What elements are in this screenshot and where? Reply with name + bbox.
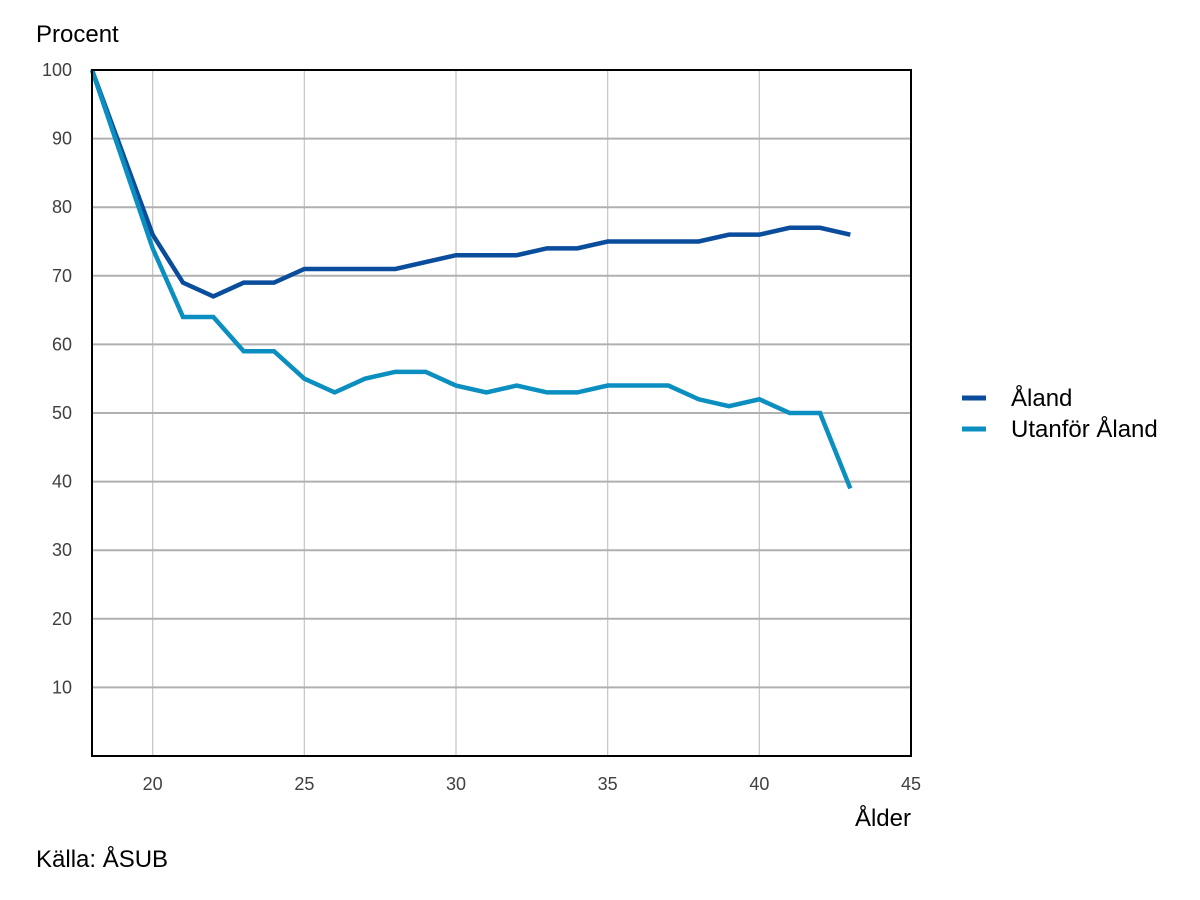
y-tick-label-60: 60 (52, 334, 72, 354)
y-axis-tick-labels: 10 20 30 40 50 60 70 80 90 100 (42, 60, 72, 697)
y-tick-label-90: 90 (52, 129, 72, 149)
y-tick-label-30: 30 (52, 540, 72, 560)
legend: Åland Utanför Åland (962, 384, 1158, 443)
y-tick-label-20: 20 (52, 609, 72, 629)
y-tick-label-100: 100 (42, 60, 72, 80)
x-axis-tick-labels: 20 25 30 35 40 45 (143, 774, 921, 794)
x-tick-label-35: 35 (598, 774, 618, 794)
source-note: Källa: ÅSUB (36, 846, 169, 873)
legend-label-aland: Åland (1011, 384, 1072, 412)
y-tick-label-40: 40 (52, 472, 72, 492)
series-line-utanfor-aland (89, 69, 853, 490)
x-tick-label-25: 25 (294, 774, 314, 794)
x-tick-label-30: 30 (446, 774, 466, 794)
y-tick-label-10: 10 (52, 677, 72, 697)
x-tick-label-40: 40 (749, 774, 769, 794)
plot-area-border (91, 69, 912, 757)
x-axis-title: Ålder (855, 804, 911, 832)
y-axis-title: Procent (36, 21, 119, 48)
y-tick-label-80: 80 (52, 197, 72, 217)
y-tick-label-50: 50 (52, 403, 72, 423)
series-lines (89, 69, 853, 490)
x-tick-label-20: 20 (143, 774, 163, 794)
x-tick-label-45: 45 (901, 774, 921, 794)
legend-label-utanfor-aland: Utanför Åland (1011, 415, 1158, 443)
series-line-aland (89, 69, 851, 299)
y-tick-label-70: 70 (52, 266, 72, 286)
horizontal-gridlines (92, 137, 911, 689)
